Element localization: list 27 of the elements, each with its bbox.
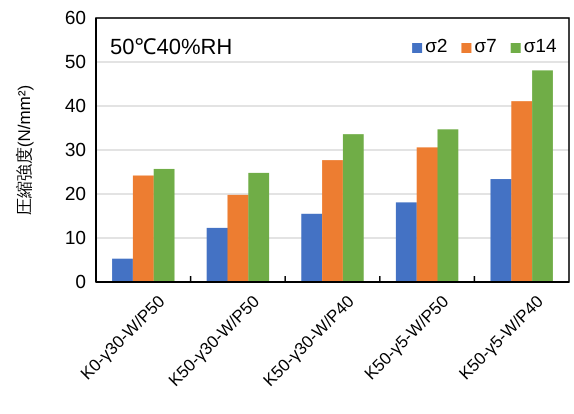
bar bbox=[322, 160, 343, 282]
bar bbox=[248, 172, 270, 282]
bar bbox=[416, 147, 438, 282]
bar bbox=[112, 258, 133, 282]
bar bbox=[132, 176, 154, 282]
y-tick-label: 10 bbox=[64, 228, 86, 250]
bar bbox=[342, 134, 364, 282]
bar bbox=[154, 168, 175, 282]
bar bbox=[490, 179, 512, 282]
y-tick-label: 40 bbox=[64, 96, 86, 118]
y-tick-label: 50 bbox=[64, 52, 86, 74]
bar bbox=[511, 101, 532, 282]
y-tick-label: 60 bbox=[64, 8, 86, 30]
y-tick-label: 0 bbox=[75, 272, 86, 294]
bar bbox=[532, 70, 553, 282]
bar bbox=[438, 129, 458, 282]
bar bbox=[227, 194, 248, 282]
bar bbox=[396, 202, 417, 282]
y-tick-label: 30 bbox=[64, 140, 86, 162]
bar bbox=[206, 228, 228, 282]
bar bbox=[301, 214, 322, 282]
legend-label: σ14 bbox=[524, 36, 557, 57]
legend-label: σ7 bbox=[474, 36, 497, 57]
y-tick-label: 20 bbox=[64, 184, 86, 206]
annotation: 50℃40%RH bbox=[110, 34, 232, 59]
legend-label: σ2 bbox=[425, 36, 448, 57]
y-axis-title: 圧縮強度(N/mm²) bbox=[15, 84, 34, 216]
